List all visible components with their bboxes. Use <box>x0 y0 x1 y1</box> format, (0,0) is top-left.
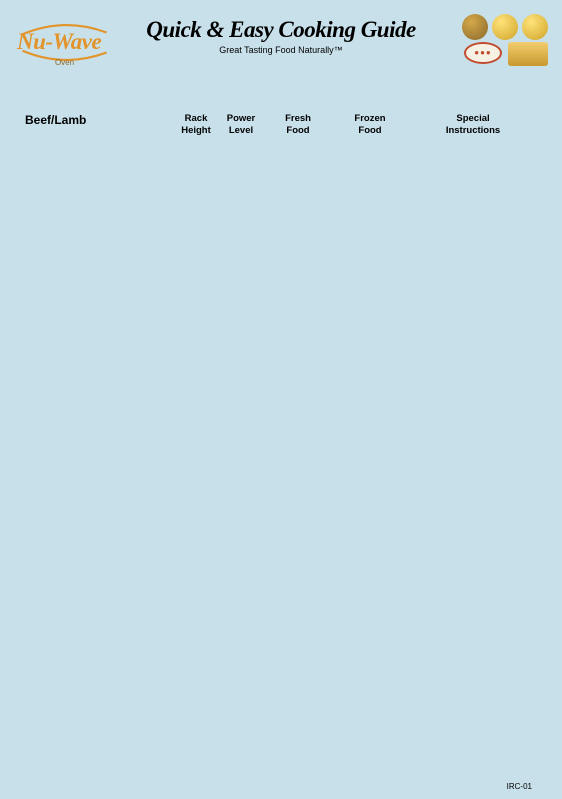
award-oval-icon <box>464 42 502 64</box>
header: Nu-Wave Oven Quick & Easy Cooking Guide … <box>22 14 540 104</box>
document-id: IRC-01 <box>507 782 532 791</box>
brand-logo: Nu-Wave Oven <box>17 22 112 67</box>
award-medal-icon <box>492 14 518 40</box>
column-header: Power Level <box>220 112 262 138</box>
column-header: Fresh Food <box>262 112 334 138</box>
award-medal-icon <box>522 14 548 40</box>
award-ribbon-icon <box>508 42 548 66</box>
cooking-guide-table: Beef/LambRack HeightPower LevelFresh Foo… <box>22 112 540 138</box>
award-badges <box>462 14 548 66</box>
column-header: Special Instructions <box>406 112 540 138</box>
section-heading: Beef/Lamb <box>22 112 172 138</box>
column-header: Frozen Food <box>334 112 406 138</box>
award-medal-icon <box>462 14 488 40</box>
column-header: Rack Height <box>172 112 220 138</box>
